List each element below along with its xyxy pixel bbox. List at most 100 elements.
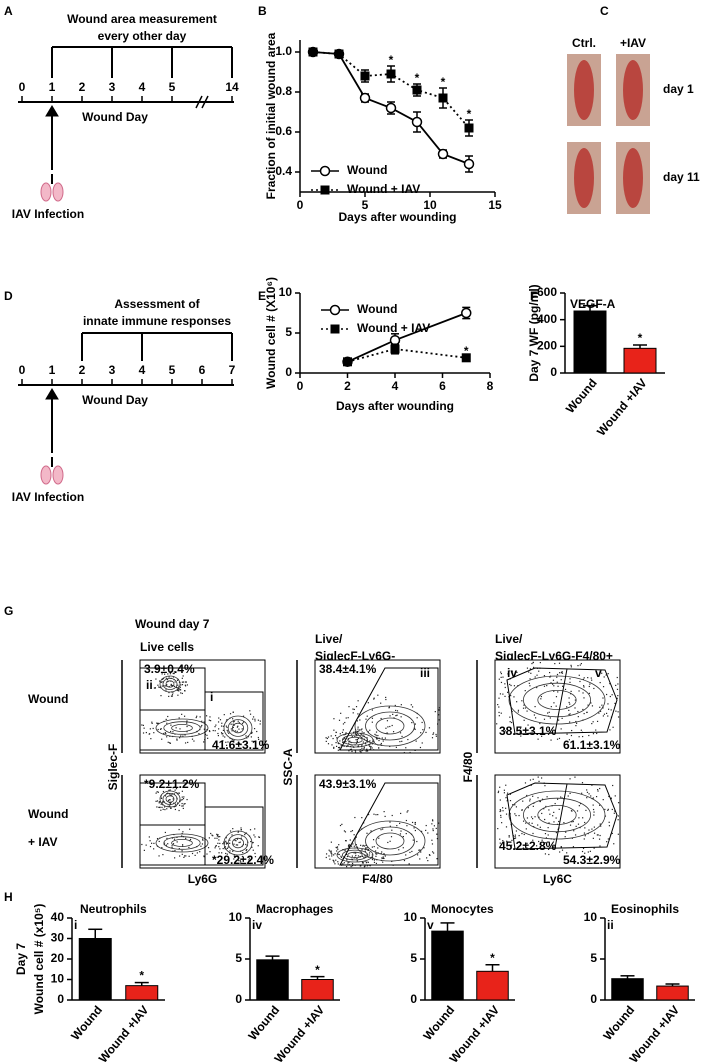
y-tick-label: 0.4 (275, 164, 292, 178)
event-dot (357, 745, 360, 747)
y-tick-label: 10 (404, 910, 418, 924)
event-dot (178, 686, 180, 688)
event-dot (355, 742, 358, 744)
event-dot (371, 721, 373, 723)
event-dot (510, 684, 512, 687)
event-dot (186, 684, 189, 686)
event-dot (224, 736, 226, 738)
event-dot (361, 731, 363, 733)
event-dot (176, 689, 178, 691)
event-dot (557, 691, 559, 693)
event-dot (371, 747, 373, 749)
event-dot (172, 676, 175, 678)
event-dot (245, 849, 247, 852)
event-dot (232, 723, 234, 725)
event-dot (555, 705, 557, 707)
event-dot (539, 826, 541, 828)
event-dot (196, 715, 198, 717)
event-dot (581, 792, 583, 794)
x-axis-label: Days after wounding (338, 210, 456, 224)
event-dot (411, 706, 414, 708)
point (463, 158, 475, 170)
event-dot (413, 827, 415, 829)
event-dot (180, 684, 182, 686)
event-dot (371, 709, 373, 711)
contour (171, 839, 193, 848)
event-dot (340, 712, 342, 714)
event-dot (351, 750, 353, 753)
event-dot (550, 706, 552, 708)
event-dot (391, 814, 393, 817)
event-dot (356, 857, 358, 860)
event-dot (166, 722, 168, 724)
event-dot (160, 803, 162, 805)
event-dot (180, 799, 182, 801)
event-dot (229, 746, 231, 748)
event-dot (351, 865, 354, 867)
event-dot (553, 821, 555, 823)
event-dot (174, 805, 176, 808)
event-dot (365, 848, 367, 850)
chart-title: Neutrophils (80, 902, 147, 916)
event-dot (208, 837, 210, 839)
timeline-title: every other day (98, 29, 187, 43)
event-dot (169, 802, 172, 804)
event-dot (589, 850, 591, 852)
event-dot (181, 802, 183, 805)
event-dot (544, 853, 547, 855)
event-dot (229, 850, 231, 852)
event-dot (351, 862, 354, 865)
event-dot (337, 749, 339, 751)
event-dot (509, 683, 511, 686)
event-dot (614, 795, 616, 797)
event-dot (338, 853, 340, 856)
event-dot (538, 816, 540, 818)
event-dot (365, 847, 367, 849)
event-dot (241, 728, 243, 730)
event-dot (362, 734, 364, 736)
event-dot (504, 730, 507, 732)
y-tick-label: 10 (279, 285, 293, 299)
point (461, 353, 471, 363)
significance-mark: * (490, 951, 495, 965)
event-dot (505, 797, 507, 799)
event-dot (369, 865, 371, 867)
event-dot (206, 734, 208, 736)
y-tick-label: 5 (410, 951, 417, 965)
event-dot (591, 828, 593, 830)
event-dot (185, 855, 187, 857)
event-dot (181, 853, 183, 855)
event-dot (531, 662, 533, 665)
event-dot (249, 713, 252, 715)
event-dot (422, 729, 424, 731)
contour (223, 830, 253, 856)
event-dot (371, 858, 374, 861)
legend-label: Wound (347, 163, 387, 177)
event-dot (365, 743, 367, 745)
event-dot (599, 787, 601, 790)
event-dot (370, 746, 372, 748)
event-dot (362, 845, 364, 847)
event-dot (217, 834, 219, 836)
event-dot (552, 815, 554, 817)
event-dot (184, 690, 186, 692)
event-dot (157, 684, 159, 686)
event-dot (586, 791, 589, 793)
event-dot (437, 714, 440, 716)
event-dot (229, 842, 231, 844)
event-dot (513, 685, 516, 687)
event-dot (359, 750, 361, 752)
event-dot (233, 855, 236, 857)
event-dot (357, 855, 360, 857)
event-dot (155, 800, 157, 802)
event-dot (522, 707, 525, 709)
event-dot (564, 836, 566, 838)
event-dot (226, 842, 229, 845)
event-dot (593, 811, 595, 813)
event-dot (231, 730, 233, 732)
event-dot (253, 728, 256, 730)
event-dot (143, 849, 145, 851)
event-dot (226, 842, 228, 844)
event-dot (218, 846, 220, 848)
event-dot (378, 837, 380, 839)
